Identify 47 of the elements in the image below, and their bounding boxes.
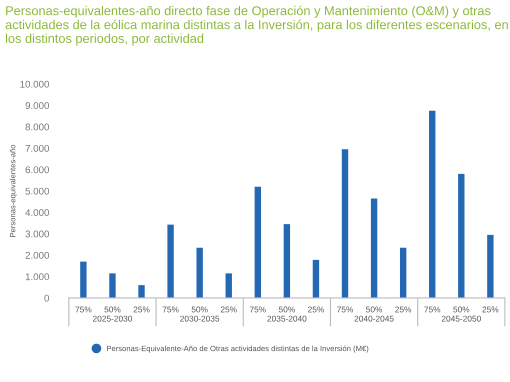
bar: [370, 198, 378, 298]
y-tick-label: 7.000: [26, 144, 50, 152]
bar: [487, 234, 494, 298]
bar: [138, 285, 145, 298]
bar: [429, 110, 436, 298]
y-tick-label: 8.000: [26, 124, 50, 130]
bar: [109, 273, 116, 298]
x-tick-label: 50%: [278, 306, 295, 312]
text: 2035-2040: [267, 316, 306, 322]
bar: [196, 248, 203, 298]
bar: [312, 260, 320, 298]
x-tick-label: 75%: [162, 306, 179, 312]
bar: [400, 248, 406, 298]
bar: [342, 149, 348, 298]
y-tick-label: 5.000: [25, 188, 50, 195]
x-tick-label: 75%: [337, 306, 354, 312]
x-tick-label: 75%: [424, 306, 440, 312]
x-tick-label: 25%: [308, 306, 324, 312]
x-tick-label: 50%: [453, 306, 470, 312]
bar: [254, 186, 262, 298]
x-tick-label: 25%: [220, 306, 237, 312]
bar: [167, 224, 174, 298]
bar: [458, 174, 464, 298]
x-tick-label: 25%: [482, 306, 498, 312]
y-tick-label: 4.000: [25, 209, 50, 216]
text: 2045-2050: [442, 316, 481, 322]
y-tick-label: 3.000: [25, 230, 50, 238]
x-tick-label: 50%: [192, 306, 208, 312]
y-tick-label: 0: [44, 294, 50, 302]
y-tick-label: 10.000: [20, 80, 50, 88]
x-tick-label: 25%: [134, 306, 150, 312]
y-tick-label: 6.000: [26, 166, 50, 174]
text: 2025-2030: [92, 316, 132, 322]
text: 2030-2035: [180, 316, 220, 322]
x-tick-label: 75%: [75, 306, 92, 312]
bar: [80, 262, 87, 298]
chart-title: Personas-equivalentes-año directo fase de Operación y Mantenimiento (O&M) y otras actividades de la eólica marina distintas a la Inversión, para los diferentes escenarios, en los distintos periodos, por actividad: [6, 6, 508, 46]
y-tick-label: 9.000: [26, 102, 50, 110]
x-tick-label: 25%: [395, 306, 412, 312]
text: 2040-2045: [354, 316, 394, 322]
bar: [284, 224, 290, 298]
bar: [226, 273, 232, 298]
x-tick-label: 50%: [104, 306, 120, 312]
x-tick-label: 50%: [366, 306, 382, 312]
y-tick-label: 2.000: [26, 252, 50, 259]
y-tick-label: 1.000: [26, 273, 50, 280]
x-tick-label: 75%: [250, 306, 266, 312]
